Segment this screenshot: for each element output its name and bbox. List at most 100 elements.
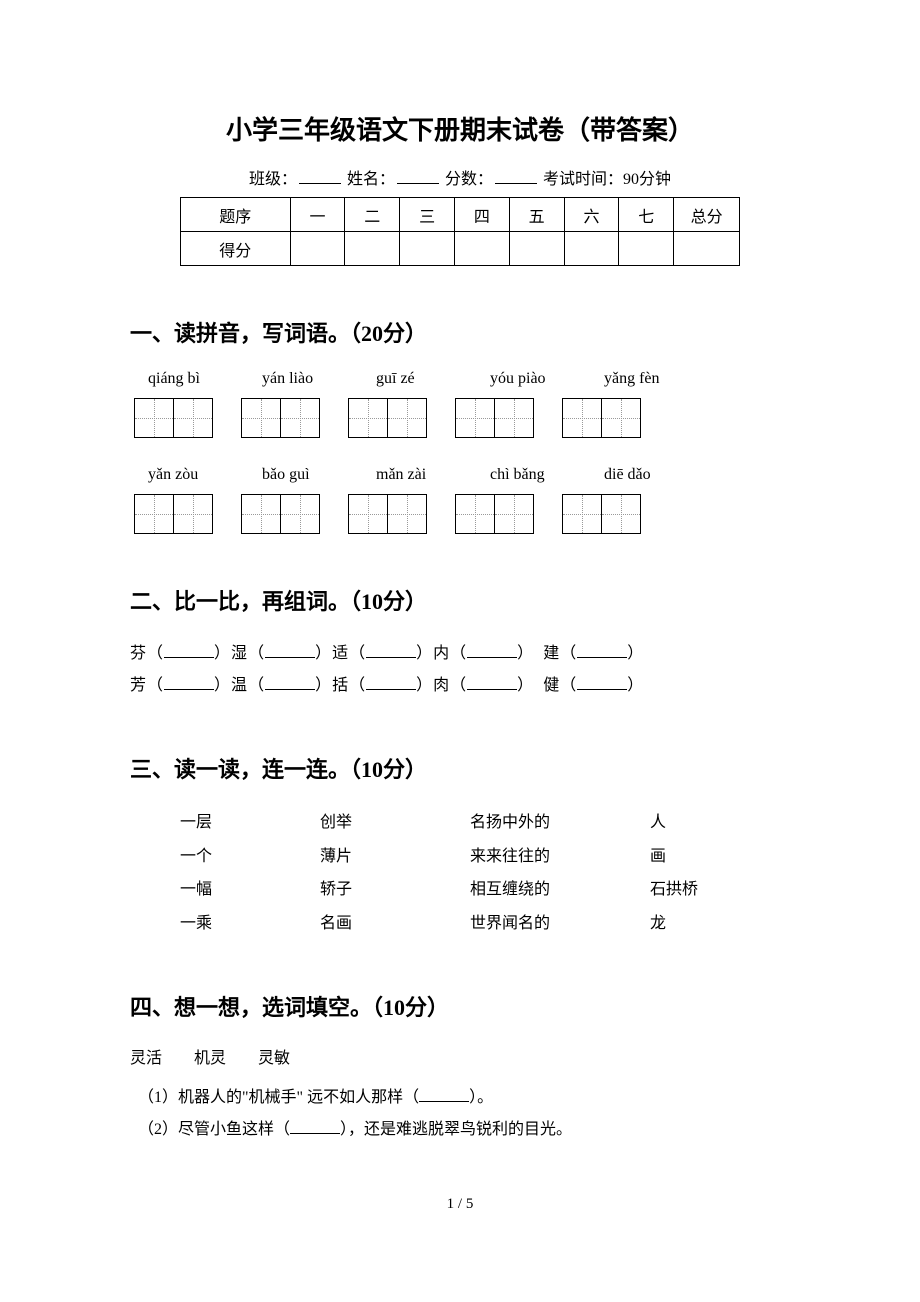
time-label: 考试时间：90分钟: [543, 171, 671, 188]
q3-row: 一层 创举 名扬中外的 人: [130, 806, 790, 840]
q2-blank: [164, 689, 214, 690]
q4-word-bank: 灵活 机灵 灵敏: [130, 1044, 790, 1068]
td-empty: [509, 232, 564, 266]
q2-char: 温: [231, 677, 248, 694]
q3-cell: 相互缠绕的: [470, 873, 650, 907]
table-row: 得分: [181, 232, 740, 266]
q4-item-text: （2）尽管小鱼这样（: [138, 1121, 290, 1138]
q4-blank: [419, 1101, 469, 1102]
char-box: [387, 494, 427, 534]
q3-cell: 人: [650, 806, 720, 840]
q4-blank: [290, 1133, 340, 1134]
section-2-heading: 二、比一比，再组词。（10分）: [130, 584, 790, 616]
char-box: [348, 398, 388, 438]
q3-cell: 一个: [180, 840, 320, 874]
q2-char: 健: [543, 677, 560, 694]
q3-cell: 轿子: [320, 873, 470, 907]
pinyin-row-2: yǎn zòu bǎo guì mǎn zài chì bǎng diē dǎo: [130, 466, 790, 484]
section-2: 二、比一比，再组词。（10分） 芬（）湿（）适（）内（） 建（） 芳（）温（）括…: [130, 584, 790, 702]
char-box-group: [562, 398, 641, 438]
section-3-heading: 三、读一读，连一连。（10分）: [130, 752, 790, 784]
score-blank: [495, 183, 537, 184]
q2-char: 肉: [433, 677, 450, 694]
th-total: 总分: [674, 198, 740, 232]
char-box: [280, 398, 320, 438]
td-empty: [564, 232, 619, 266]
pinyin-row-1: qiáng bì yán liào guī zé yóu piào yǎng f…: [130, 370, 790, 388]
score-label: 分数：: [445, 171, 493, 188]
q2-char: 湿: [231, 645, 248, 662]
th-5: 五: [509, 198, 564, 232]
char-box-group: [241, 494, 320, 534]
q2-line-2: 芳（）温（）括（）肉（） 健（）: [130, 670, 790, 702]
table-row: 题序 一 二 三 四 五 六 七 总分: [181, 198, 740, 232]
char-box: [562, 398, 602, 438]
pinyin-label: qiáng bì: [148, 370, 230, 388]
q4-item-2: （2）尽管小鱼这样（ ），还是难逃脱翠鸟锐利的目光。: [130, 1114, 790, 1146]
char-box: [241, 494, 281, 534]
q3-cell: 一幅: [180, 873, 320, 907]
char-box: [241, 398, 281, 438]
th-1: 一: [290, 198, 345, 232]
pinyin-label: bǎo guì: [262, 466, 344, 484]
q3-cell: 世界闻名的: [470, 907, 650, 941]
q2-char: 芳: [130, 677, 147, 694]
q3-cell: 来来往往的: [470, 840, 650, 874]
section-3: 三、读一读，连一连。（10分） 一层 创举 名扬中外的 人 一个 薄片 来来往往…: [130, 752, 790, 940]
char-box: [173, 398, 213, 438]
q3-cell: 一乘: [180, 907, 320, 941]
exam-title: 小学三年级语文下册期末试卷（带答案）: [130, 110, 790, 147]
name-label: 姓名：: [347, 171, 395, 188]
q3-cell: 一层: [180, 806, 320, 840]
char-box: [562, 494, 602, 534]
char-box: [348, 494, 388, 534]
char-box: [387, 398, 427, 438]
q2-blank: [366, 689, 416, 690]
th-seq: 题序: [181, 198, 291, 232]
char-box-group: [348, 398, 427, 438]
char-box-group: [455, 494, 534, 534]
td-empty: [290, 232, 345, 266]
q3-cell: 龙: [650, 907, 720, 941]
char-box-group: [455, 398, 534, 438]
char-box: [280, 494, 320, 534]
q3-cell: 薄片: [320, 840, 470, 874]
q3-row: 一幅 轿子 相互缠绕的 石拱桥: [130, 873, 790, 907]
char-box-group: [134, 494, 213, 534]
th-3: 三: [400, 198, 455, 232]
q2-char: 括: [332, 677, 349, 694]
q3-cell: 石拱桥: [650, 873, 720, 907]
pinyin-label: yǎng fèn: [604, 370, 686, 388]
q3-cell: 名扬中外的: [470, 806, 650, 840]
q2-blank: [366, 657, 416, 658]
section-1-heading: 一、读拼音，写词语。（20分）: [130, 316, 790, 348]
char-box: [134, 398, 174, 438]
char-box: [455, 494, 495, 534]
q2-line-1: 芬（）湿（）适（）内（） 建（）: [130, 638, 790, 670]
q2-blank: [577, 689, 627, 690]
q2-blank: [577, 657, 627, 658]
q3-cell: 名画: [320, 907, 470, 941]
box-row-2: [130, 494, 790, 534]
q2-char: 建: [543, 645, 560, 662]
td-score-label: 得分: [181, 232, 291, 266]
char-box: [494, 398, 534, 438]
q4-item-1: （1）机器人的"机械手" 远不如人那样（）。: [130, 1082, 790, 1114]
pinyin-label: yǎn zòu: [148, 466, 230, 484]
q2-char: 芬: [130, 645, 147, 662]
char-box-group: [562, 494, 641, 534]
char-box: [134, 494, 174, 534]
td-empty: [619, 232, 674, 266]
pinyin-label: diē dǎo: [604, 466, 686, 484]
q4-item-tail: ），还是难逃脱翠鸟锐利的目光。: [340, 1121, 572, 1138]
char-box: [601, 398, 641, 438]
q3-cell: 画: [650, 840, 720, 874]
td-empty: [454, 232, 509, 266]
char-box: [173, 494, 213, 534]
td-empty: [345, 232, 400, 266]
info-line: 班级： 姓名： 分数： 考试时间：90分钟: [130, 165, 790, 189]
q2-blank: [265, 657, 315, 658]
th-4: 四: [454, 198, 509, 232]
section-4-heading: 四、想一想，选词填空。（10分）: [130, 990, 790, 1022]
char-box: [494, 494, 534, 534]
